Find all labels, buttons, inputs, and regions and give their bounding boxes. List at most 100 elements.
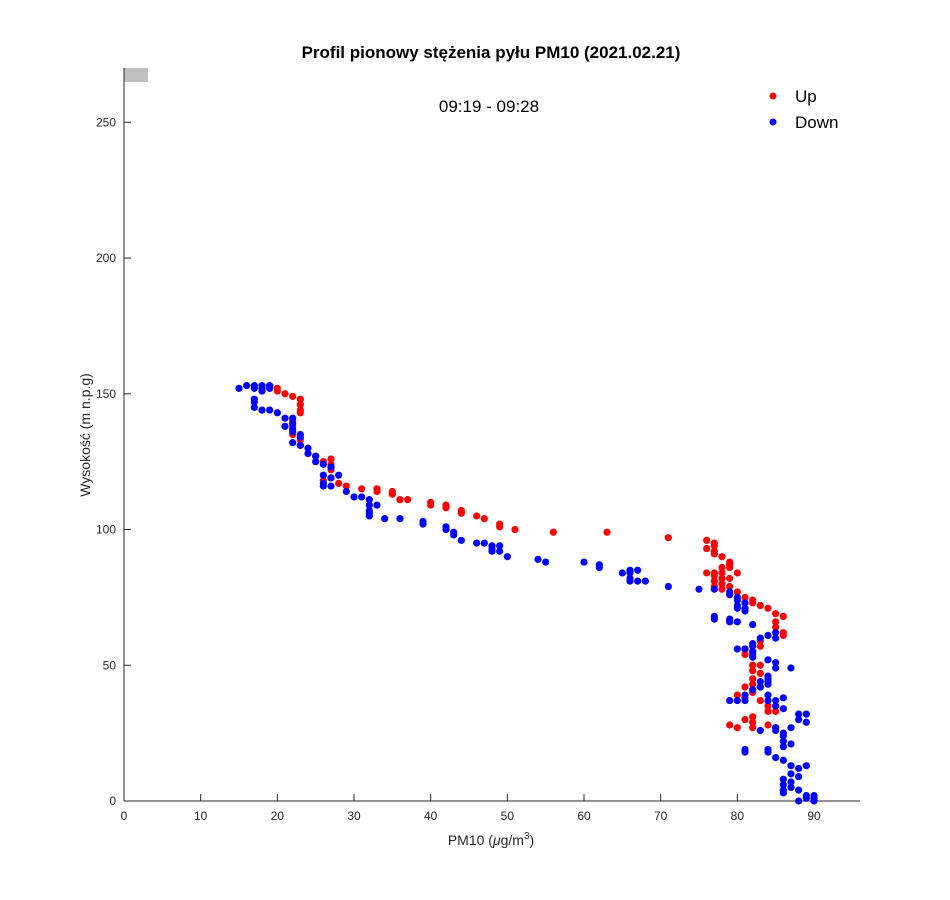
point-down — [626, 577, 634, 585]
point-down — [542, 558, 550, 566]
point-down — [365, 501, 373, 509]
point-up — [756, 642, 764, 650]
point-down — [289, 439, 297, 447]
point-down — [350, 493, 358, 501]
point-down — [496, 547, 504, 555]
point-down — [457, 536, 465, 544]
toolbar-handle[interactable] — [124, 68, 148, 82]
point-down — [787, 664, 795, 672]
time-range-annotation: 09:19 - 09:28 — [439, 97, 539, 116]
point-up — [710, 542, 718, 550]
point-up — [511, 525, 519, 534]
x-tick-label: 80 — [731, 809, 745, 823]
point-down — [664, 582, 672, 591]
point-up — [733, 691, 741, 699]
point-up — [442, 504, 450, 512]
point-down — [258, 406, 266, 414]
point-up — [289, 392, 297, 401]
point-down — [335, 471, 343, 479]
point-up — [749, 667, 757, 675]
point-down — [779, 756, 787, 764]
point-up — [741, 593, 749, 601]
point-up — [718, 574, 726, 582]
point-down — [327, 474, 335, 482]
point-up — [342, 482, 350, 490]
point-down — [802, 718, 810, 726]
point-down — [243, 382, 251, 390]
point-up — [335, 479, 343, 487]
point-up — [726, 563, 734, 572]
point-down — [726, 591, 734, 599]
point-down — [779, 732, 787, 740]
point-down — [787, 724, 795, 732]
point-up — [388, 490, 396, 498]
point-down — [779, 781, 787, 789]
point-down — [779, 775, 787, 783]
point-down — [266, 384, 274, 392]
x-label-sup: 3 — [524, 831, 530, 842]
point-down — [396, 515, 404, 523]
point-up — [296, 401, 304, 409]
point-down — [741, 696, 749, 705]
point-down — [281, 414, 289, 422]
point-down — [250, 403, 258, 411]
point-down — [488, 547, 496, 555]
y-tick-label: 100 — [96, 523, 116, 537]
point-up — [756, 661, 764, 669]
point-down — [772, 726, 780, 735]
point-down — [710, 585, 718, 593]
point-up — [772, 623, 780, 631]
point-up — [749, 599, 757, 607]
point-up — [281, 390, 289, 398]
y-tick-label: 50 — [103, 658, 117, 672]
point-up — [741, 650, 749, 659]
legend: Up Down — [769, 87, 838, 132]
point-down — [634, 577, 642, 585]
point-down — [365, 496, 373, 504]
point-down — [741, 748, 749, 756]
point-down — [634, 566, 642, 574]
point-down — [772, 634, 780, 642]
point-up — [779, 631, 787, 639]
point-down — [795, 786, 803, 794]
point-down — [296, 441, 304, 449]
point-down — [618, 569, 626, 577]
x-ticks: 0 10 20 30 40 50 60 70 80 90 — [121, 794, 821, 823]
point-down — [381, 515, 389, 523]
point-down — [473, 539, 481, 547]
point-up — [457, 509, 465, 517]
point-down — [802, 762, 810, 770]
point-up — [733, 724, 741, 732]
point-down — [802, 794, 810, 802]
point-down — [312, 458, 320, 466]
point-down — [450, 531, 458, 539]
point-up — [756, 669, 764, 678]
point-up — [756, 696, 764, 705]
point-down — [595, 563, 603, 572]
point-down — [779, 705, 787, 713]
point-down — [496, 542, 504, 550]
point-up — [373, 487, 381, 496]
point-down — [779, 789, 787, 797]
y-tick-label: 0 — [109, 794, 116, 808]
point-down — [741, 599, 749, 607]
point-down — [342, 487, 350, 496]
point-down — [779, 694, 787, 702]
point-down — [726, 696, 734, 705]
point-down — [756, 634, 764, 642]
point-down — [365, 512, 373, 520]
point-up — [718, 553, 726, 561]
point-down — [319, 482, 327, 490]
point-up — [749, 718, 757, 726]
y-tick-label: 150 — [96, 387, 116, 401]
point-up — [496, 523, 504, 531]
point-down — [764, 696, 772, 705]
point-up — [726, 721, 734, 729]
point-down — [289, 428, 297, 436]
y-tick-label: 250 — [96, 115, 116, 129]
point-down — [695, 585, 703, 593]
point-down — [250, 384, 258, 392]
point-down — [756, 726, 764, 735]
series-up — [266, 382, 787, 732]
